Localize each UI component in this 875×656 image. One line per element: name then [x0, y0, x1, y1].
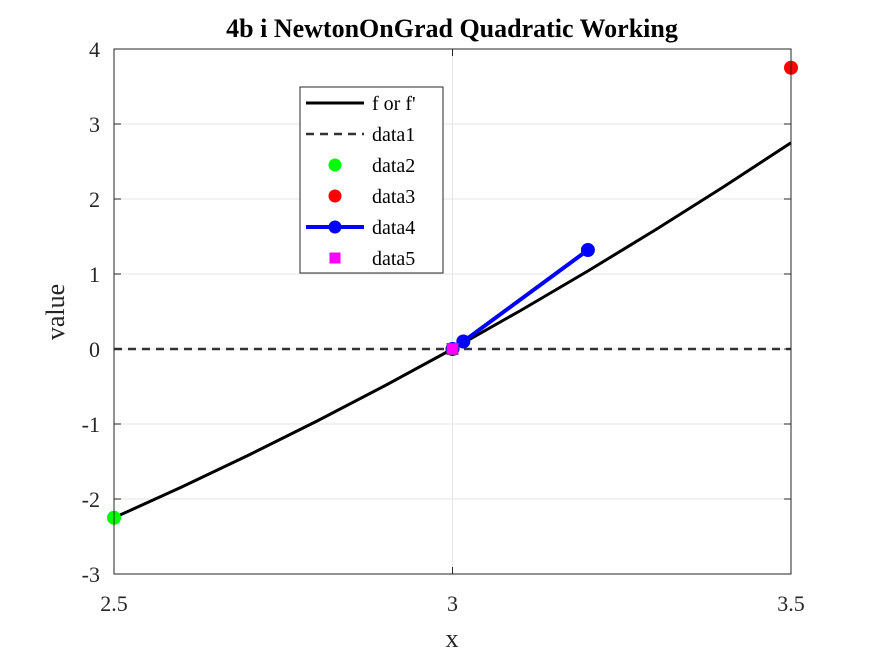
- y-tick-label: -1: [82, 412, 100, 437]
- y-tick-label: 3: [89, 112, 100, 137]
- legend-entry: f or f': [306, 93, 416, 115]
- y-tick-label: 2: [89, 187, 100, 212]
- series-data5: [446, 343, 459, 355]
- legend-swatch-marker: [328, 158, 342, 172]
- legend-entry: data1: [306, 124, 415, 146]
- legend-label: f or f': [372, 93, 416, 115]
- legend-label: data4: [372, 217, 415, 239]
- legend-entry: data2: [328, 155, 415, 177]
- data-point: [456, 334, 471, 349]
- series-layer: [107, 60, 798, 525]
- x-axis-label: x: [446, 624, 459, 653]
- legend-entry: data4: [306, 217, 415, 239]
- y-tick-label: 0: [89, 337, 100, 362]
- x-tick-label: 2.5: [100, 591, 128, 616]
- ticks: 2.5 3 3.5 -3 -2 -1 0 1 2 3 4: [82, 37, 805, 616]
- legend-entry: data5: [329, 248, 415, 270]
- legend-entry: data3: [328, 186, 415, 208]
- legend-label: data5: [372, 248, 415, 270]
- legend-swatch-marker: [329, 252, 341, 264]
- y-tick-label: 1: [89, 262, 100, 287]
- x-tick-label: 3.5: [777, 591, 805, 616]
- legend-swatch-marker: [328, 220, 342, 234]
- chart-title: 4b i NewtonOnGrad Quadratic Working: [226, 14, 678, 43]
- y-axis-label: value: [41, 284, 70, 340]
- legend-label: data3: [372, 186, 415, 208]
- legend-label: data1: [372, 124, 415, 146]
- data-point: [446, 343, 459, 355]
- y-tick-label: 4: [89, 37, 100, 62]
- y-tick-label: -2: [82, 487, 100, 512]
- y-tick-label: -3: [82, 562, 100, 587]
- legend-label: data2: [372, 155, 415, 177]
- data-point: [580, 243, 595, 257]
- legend-box: [299, 86, 444, 274]
- x-tick-label: 3: [447, 591, 458, 616]
- legend-swatch-marker: [328, 189, 342, 203]
- legend: f or f' data1 data2 data3 data4 data5: [299, 86, 444, 274]
